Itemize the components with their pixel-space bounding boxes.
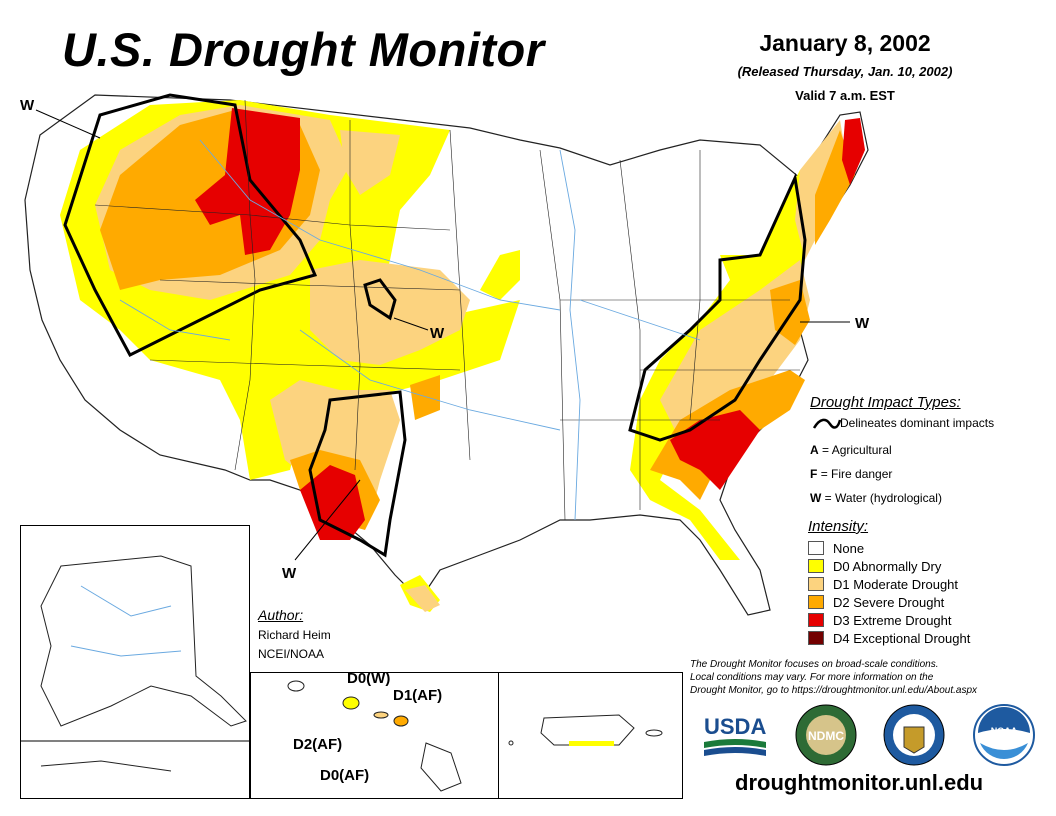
- hawaii-label-d2af: D2(AF): [293, 736, 343, 753]
- legend-d2: D2 Severe Drought: [808, 594, 944, 610]
- impact-line-symbol: [812, 418, 842, 429]
- legend-swatch: [808, 631, 824, 645]
- usda-logo[interactable]: USDA: [700, 708, 770, 760]
- release-date: (Released Thursday, Jan. 10, 2002): [737, 64, 953, 79]
- impact-line-west: [63, 93, 318, 357]
- state-borders: [94, 99, 800, 521]
- noaa-logo[interactable]: NOAA: [972, 703, 1036, 767]
- impact-delineates-text: Delineates dominant impacts: [840, 416, 995, 430]
- impact-type-fire: F = Fire danger: [810, 467, 893, 481]
- d2-central: [410, 375, 440, 420]
- commerce-seal-logo[interactable]: [882, 703, 946, 767]
- author-heading: Author:: [258, 607, 304, 623]
- usda-logo-text: USDA: [704, 714, 766, 739]
- alaska-map: [21, 555, 249, 772]
- legend-swatch: [808, 577, 824, 591]
- intensity-heading: Intensity:: [808, 518, 869, 535]
- impact-type-water: W = Water (hydrological): [810, 491, 942, 505]
- legend-swatch: [808, 595, 824, 609]
- impact-line-plains: [363, 278, 397, 321]
- impact-label-w-plains: W: [430, 325, 445, 342]
- impact-label-w-east: W: [855, 315, 870, 332]
- impact-type-agricultural: A = Agricultural: [810, 443, 892, 457]
- hawaii-map: [287, 680, 462, 792]
- impact-label-w-texas: W: [282, 565, 297, 582]
- legend-swatch: [808, 541, 824, 555]
- disclaimer-note: The Drought Monitor focuses on broad-sca…: [690, 659, 978, 696]
- impact-line-east: [628, 172, 807, 442]
- ndmc-logo[interactable]: NDMC: [794, 703, 858, 767]
- d3-maine: [842, 118, 865, 185]
- valid-time: Valid 7 a.m. EST: [795, 88, 895, 103]
- impact-types-heading: Drought Impact Types:: [810, 394, 961, 411]
- d1-northern-plains: [340, 130, 400, 195]
- rivers: [119, 139, 701, 521]
- legend-d3: D3 Extreme Drought: [808, 612, 952, 628]
- d0-central-strip: [480, 250, 520, 300]
- puerto-rico-inset: [498, 672, 683, 799]
- hawaii-label-d0w: D0(W): [347, 670, 391, 687]
- d3-texas: [300, 465, 365, 540]
- noaa-logo-text: NOAA: [991, 726, 1018, 736]
- map-date: January 8, 2002: [759, 30, 931, 56]
- legend-d4: D4 Exceptional Drought: [808, 630, 970, 646]
- ndmc-logo-text: NDMC: [808, 729, 844, 743]
- website-link[interactable]: droughtmonitor.unl.edu: [735, 770, 984, 795]
- map-title: U.S. Drought Monitor: [62, 23, 545, 76]
- hawaii-label-d1af: D1(AF): [393, 687, 443, 704]
- puerto-rico-map: [508, 714, 663, 746]
- legend-swatch: [808, 613, 824, 627]
- legend-swatch: [808, 559, 824, 573]
- impact-label-w-northwest: W: [20, 97, 35, 114]
- author-name: Richard Heim: [258, 628, 331, 642]
- legend-d1: D1 Moderate Drought: [808, 576, 958, 592]
- hawaii-label-d0af: D0(AF): [320, 767, 370, 784]
- impact-line-texas: [308, 390, 407, 558]
- legend-d0: D0 Abnormally Dry: [808, 558, 941, 574]
- d1-texas-tip: [405, 585, 440, 612]
- alaska-inset: [20, 525, 250, 799]
- author-org: NCEI/NOAA: [258, 647, 325, 661]
- legend-none: None: [808, 540, 864, 556]
- hawaii-inset: [250, 672, 500, 799]
- d3-northern-rockies: [195, 108, 300, 255]
